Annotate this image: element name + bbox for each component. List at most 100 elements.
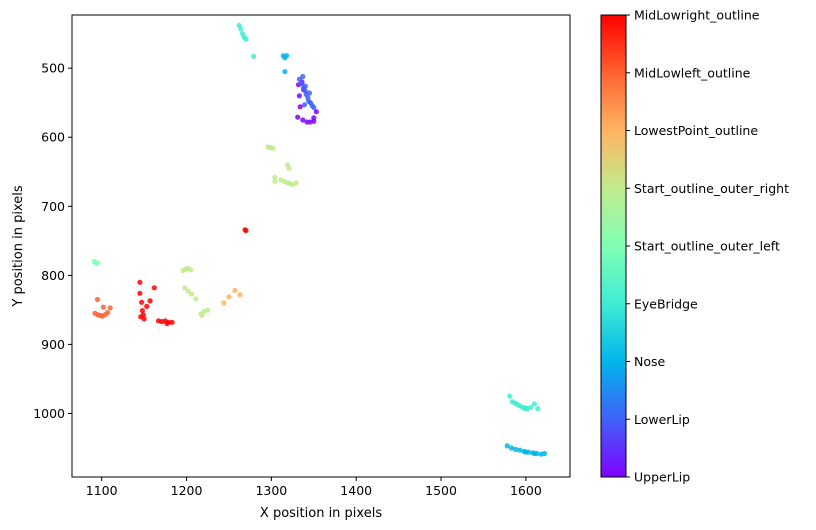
x-axis-label: X position in pixels xyxy=(260,506,382,521)
data-point xyxy=(226,294,232,300)
data-point xyxy=(188,267,194,273)
data-point xyxy=(251,53,257,60)
x-tick-label: 1200 xyxy=(171,483,203,498)
colorbar-tick-label: Nose xyxy=(634,354,666,369)
data-point xyxy=(182,285,188,291)
y-axis-label: Y position in pixels xyxy=(11,185,26,307)
series-EyeBridge xyxy=(236,22,541,412)
data-point xyxy=(193,296,199,302)
data-point xyxy=(313,109,319,115)
data-point xyxy=(139,299,145,305)
data-point xyxy=(205,307,211,313)
colorbar-tick-label: LowerLip xyxy=(634,412,690,427)
data-point xyxy=(507,393,513,399)
data-point xyxy=(137,290,143,296)
data-point xyxy=(238,26,244,32)
data-point xyxy=(243,36,249,42)
colorbar-frame xyxy=(600,14,627,478)
series-LowerLip xyxy=(296,73,317,111)
data-point xyxy=(513,446,519,452)
data-point xyxy=(144,303,150,309)
data-point xyxy=(301,102,308,108)
points-layer xyxy=(91,22,548,457)
series-Start_outline_outer_right xyxy=(180,144,299,318)
data-point xyxy=(297,104,303,110)
colorbar-tick-label: UpperLip xyxy=(634,470,690,485)
series-MidLowleft_outline xyxy=(92,296,113,319)
data-point xyxy=(164,321,170,327)
data-point xyxy=(302,83,308,89)
y-tick-label: 900 xyxy=(41,337,65,352)
colorbar-tick-label: Start_outline_outer_right xyxy=(634,181,789,196)
data-point xyxy=(272,174,278,180)
data-point xyxy=(282,69,288,75)
y-axis-ticks: 500 600 700 800 900 1000 xyxy=(33,61,72,421)
data-point xyxy=(286,165,292,171)
colorbar-tick-label: EyeBridge xyxy=(634,296,698,311)
data-point xyxy=(147,298,153,304)
x-tick-label: 1500 xyxy=(425,483,457,498)
data-point xyxy=(94,296,101,303)
colorbar-gradient xyxy=(601,15,626,477)
data-point xyxy=(293,180,299,186)
data-point xyxy=(531,401,538,407)
colorbar-ticks: UpperLip LowerLip Nose EyeBridge Start_outli… xyxy=(600,8,789,485)
plot-frame xyxy=(71,14,571,478)
y-tick-label: 1000 xyxy=(33,406,65,421)
data-point xyxy=(300,73,306,80)
data-point xyxy=(138,314,144,320)
data-point xyxy=(94,260,101,266)
data-point xyxy=(189,291,195,297)
plot-area: 1100 1200 1300 1400 1500 1600 500 600 700 800 900… xyxy=(33,14,571,498)
data-point xyxy=(243,227,249,234)
colorbar-tick-label: MidLowleft_outline xyxy=(634,65,751,80)
data-point xyxy=(270,145,276,151)
y-tick-label: 800 xyxy=(41,268,65,283)
data-point xyxy=(295,114,301,120)
data-point xyxy=(137,279,143,285)
series-Start_outline_outer_left xyxy=(91,258,101,266)
x-tick-label: 1400 xyxy=(340,483,372,498)
data-point xyxy=(169,319,175,325)
data-point xyxy=(199,312,205,318)
data-point xyxy=(523,449,529,455)
data-point xyxy=(311,115,317,121)
data-point xyxy=(504,443,510,449)
y-tick-label: 700 xyxy=(41,199,65,214)
series-Nose xyxy=(280,53,548,457)
data-point xyxy=(296,93,302,99)
data-point xyxy=(232,287,238,294)
series-LowestPoint_outline xyxy=(221,287,243,306)
x-axis-ticks: 1100 1200 1300 1400 1500 1600 xyxy=(86,477,542,498)
series-MidLowright_outline xyxy=(137,227,249,327)
data-point xyxy=(237,292,243,298)
data-point xyxy=(508,445,515,451)
data-point xyxy=(151,285,157,291)
x-tick-label: 1300 xyxy=(255,483,287,498)
data-point xyxy=(139,308,145,314)
data-point xyxy=(272,178,278,184)
x-tick-label: 1600 xyxy=(510,483,542,498)
data-point xyxy=(541,450,548,457)
data-point xyxy=(311,104,317,111)
data-point xyxy=(306,90,313,96)
data-point xyxy=(284,53,290,59)
colorbar-tick-label: MidLowright_outline xyxy=(634,8,760,23)
data-point xyxy=(100,304,106,310)
data-point xyxy=(523,405,529,411)
y-tick-label: 500 xyxy=(41,61,65,76)
data-point xyxy=(517,447,523,453)
colorbar-tick-label: Start_outline_outer_left xyxy=(634,239,780,254)
data-point xyxy=(535,406,541,412)
data-point xyxy=(221,300,227,306)
colorbar: UpperLip LowerLip Nose EyeBridge Start_outli… xyxy=(600,8,789,485)
colorbar-tick-label: LowestPoint_outline xyxy=(634,123,758,138)
data-point xyxy=(105,310,111,316)
data-point xyxy=(300,117,306,123)
x-tick-label: 1100 xyxy=(86,483,118,498)
data-point xyxy=(107,305,113,311)
data-point xyxy=(528,404,534,410)
data-point xyxy=(531,450,538,457)
y-tick-label: 600 xyxy=(41,130,65,145)
